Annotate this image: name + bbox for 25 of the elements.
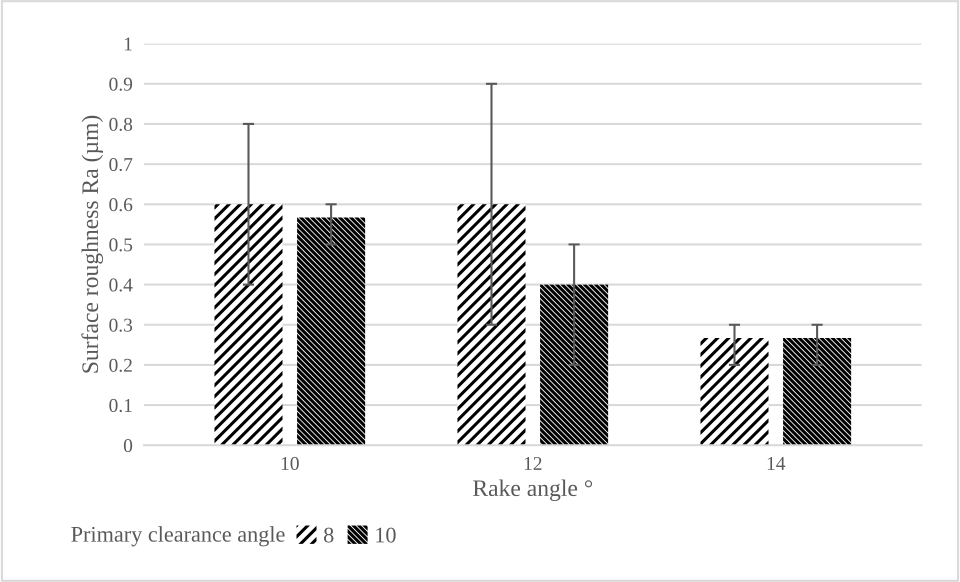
bar [540, 284, 608, 446]
y-tick-label: 0.4 [109, 278, 133, 292]
x-tick-label: 12 [524, 456, 542, 470]
bar [700, 338, 769, 446]
bar [214, 204, 283, 446]
y-tick-label: 0.2 [109, 358, 132, 372]
y-tick-label: 0.9 [109, 78, 132, 91]
x-axis-title: Rake angle ° [473, 480, 592, 502]
y-axis-title: Surface roughness Ra (µm) [81, 116, 104, 373]
bar [457, 204, 526, 446]
bar [783, 338, 852, 446]
y-tick-label: 1 [124, 38, 132, 50]
legend-label: 8 [324, 528, 334, 543]
y-tick-label: 0.5 [109, 238, 132, 252]
legend-label: 10 [376, 528, 396, 543]
bar [297, 218, 366, 446]
y-tick-label: 0.6 [109, 198, 132, 212]
y-tick-label: 0 [124, 439, 132, 452]
x-tick-label: 10 [282, 456, 299, 470]
legend-title: Primary clearance angle [71, 526, 285, 546]
y-tick-label: 0.8 [109, 118, 132, 131]
y-tick-label: 0.1 [109, 398, 132, 412]
x-tick-label: 14 [768, 456, 786, 470]
y-tick-label: 0.3 [109, 318, 132, 332]
y-tick-label: 0.7 [109, 158, 132, 172]
